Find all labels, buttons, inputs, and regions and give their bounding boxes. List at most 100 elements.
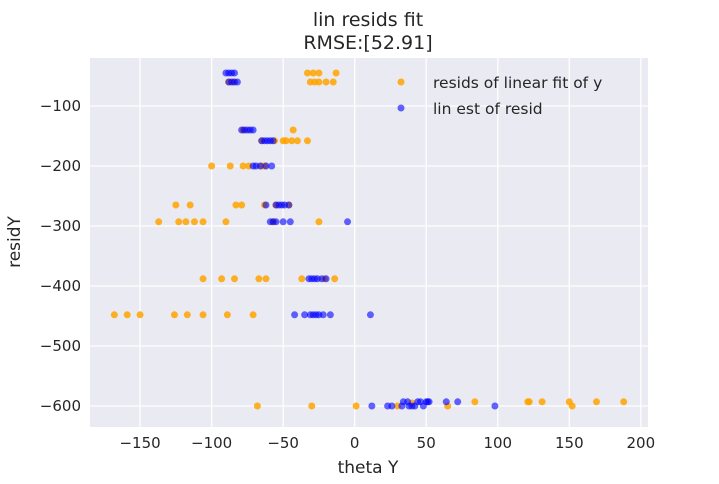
plot-background [90,58,648,427]
data-point [388,402,396,410]
data-point [262,275,270,283]
legend-marker-lin-est [397,104,405,112]
x-tick-label: 200 [627,434,656,452]
legend-label-lin-est: lin est of resid [433,100,543,118]
data-point [199,275,207,283]
legend-marker-resids [397,78,405,86]
data-point [172,201,180,209]
y-tick-label: −300 [40,217,81,235]
legend: resids of linear fit of y lin est of res… [397,74,602,118]
data-point [491,402,499,410]
data-point [303,69,311,77]
data-point [308,402,316,410]
x-tick-label: −100 [191,434,232,452]
data-point [315,218,323,226]
data-point [315,69,323,77]
series-lin-est-of-resid [222,69,499,410]
y-axis-label: residY [5,215,25,267]
y-tick-label: −400 [40,277,81,295]
y-tick-label: −600 [40,397,81,415]
data-point [285,201,293,209]
data-point [279,218,287,226]
data-point [454,398,462,406]
data-point [233,78,241,86]
data-point [170,311,178,319]
data-point [262,162,270,170]
data-point [301,311,309,319]
data-point [309,69,317,77]
data-point [136,311,144,319]
data-point [592,398,600,406]
data-point [231,69,239,77]
data-point [208,162,216,170]
x-tick-label: 100 [483,434,512,452]
data-point [249,311,257,319]
x-tick-label: 50 [417,434,436,452]
data-point [366,311,374,319]
data-point [249,126,257,134]
data-point [199,218,207,226]
data-point [291,311,299,319]
data-point [442,398,450,406]
data-point [326,311,334,319]
data-point [239,162,247,170]
chart-subtitle: RMSE:[52.91] [303,32,432,54]
data-point [123,311,131,319]
data-point [329,78,337,86]
data-point [190,218,198,226]
data-point [199,311,207,319]
data-point [525,398,533,406]
data-point [218,275,226,283]
data-point [238,201,246,209]
data-point [303,137,311,145]
x-tick-label: −50 [267,434,299,452]
x-axis-label: theta Y [338,458,399,478]
chart-title: lin resids fit [313,9,423,31]
data-point [331,275,339,283]
data-point [175,218,183,226]
data-point [344,218,352,226]
data-point [293,137,301,145]
data-point [183,311,191,319]
data-point [186,201,194,209]
data-point [289,126,297,134]
y-tick-label: −100 [40,97,81,115]
data-point [368,402,376,410]
data-point [269,137,277,145]
data-point [182,218,190,226]
data-point [319,311,327,319]
data-point [232,201,240,209]
data-point [231,275,239,283]
data-point [256,162,264,170]
data-point [110,311,118,319]
data-point [286,218,294,226]
y-tick-label: −200 [40,157,81,175]
x-tick-label: 150 [555,434,584,452]
data-point [282,137,290,145]
y-tick-labels: −100 −200 −300 −400 −500 −600 [40,97,81,415]
data-point [255,275,263,283]
x-tick-label: 0 [350,434,360,452]
data-point [568,402,576,410]
data-point [222,218,230,226]
data-point [272,218,280,226]
data-point [538,398,546,406]
x-tick-labels: −150 −100 −50 0 50 100 150 200 [119,434,655,452]
data-point [332,69,340,77]
data-point [298,275,306,283]
legend-label-resids: resids of linear fit of y [433,74,602,92]
data-point [262,201,270,209]
series-resids-of-linear-fit [110,69,628,410]
data-point [315,78,323,86]
data-point [268,162,276,170]
data-point [226,162,234,170]
data-point [223,311,231,319]
data-point [352,402,360,410]
data-point [155,218,163,226]
data-point [288,137,296,145]
data-point [425,398,433,406]
data-point [471,398,479,406]
data-point [322,275,330,283]
y-tick-label: −500 [40,337,81,355]
